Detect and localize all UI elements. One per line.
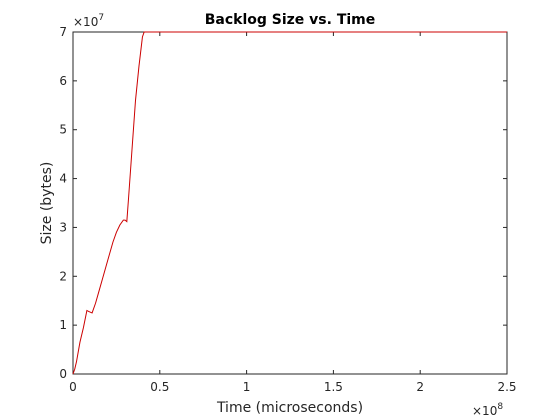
y-tick-label: 4: [59, 172, 67, 186]
x-axis-label: Time (microseconds): [216, 400, 363, 416]
y-exponent-label: ×107: [73, 13, 104, 29]
series-line: [72, 31, 507, 375]
x-tick-label: 1.5: [324, 380, 343, 394]
series-group: [72, 31, 507, 375]
chart-title: Backlog Size vs. Time: [205, 12, 376, 28]
ticks-group: 0 0.5 1 1.5 2 2.5 0 1 2 3 4 5 6 7: [59, 25, 516, 394]
y-tick-label: 3: [59, 220, 67, 234]
y-tick-label: 6: [59, 74, 67, 88]
y-tick-label: 5: [59, 123, 67, 137]
x-tick-label: 0.5: [150, 380, 169, 394]
plot-area: [72, 31, 508, 375]
y-exponent-power: 7: [98, 13, 104, 23]
y-tick-label: 0: [59, 367, 67, 381]
y-axis-label: Size (bytes): [39, 162, 55, 245]
x-tick-label: 0: [69, 380, 77, 394]
x-tick-label: 2: [416, 380, 424, 394]
x-exponent-label: ×108: [472, 402, 503, 418]
y-tick-label: 2: [59, 269, 67, 283]
x-tick-label: 1: [243, 380, 251, 394]
x-tick-label: 2.5: [497, 380, 516, 394]
y-tick-label: 1: [59, 318, 67, 332]
y-tick-label: 7: [59, 25, 67, 39]
x-exponent-power: 8: [497, 402, 503, 412]
y-exponent-base: ×10: [73, 15, 98, 29]
x-exponent-base: ×10: [472, 404, 497, 418]
